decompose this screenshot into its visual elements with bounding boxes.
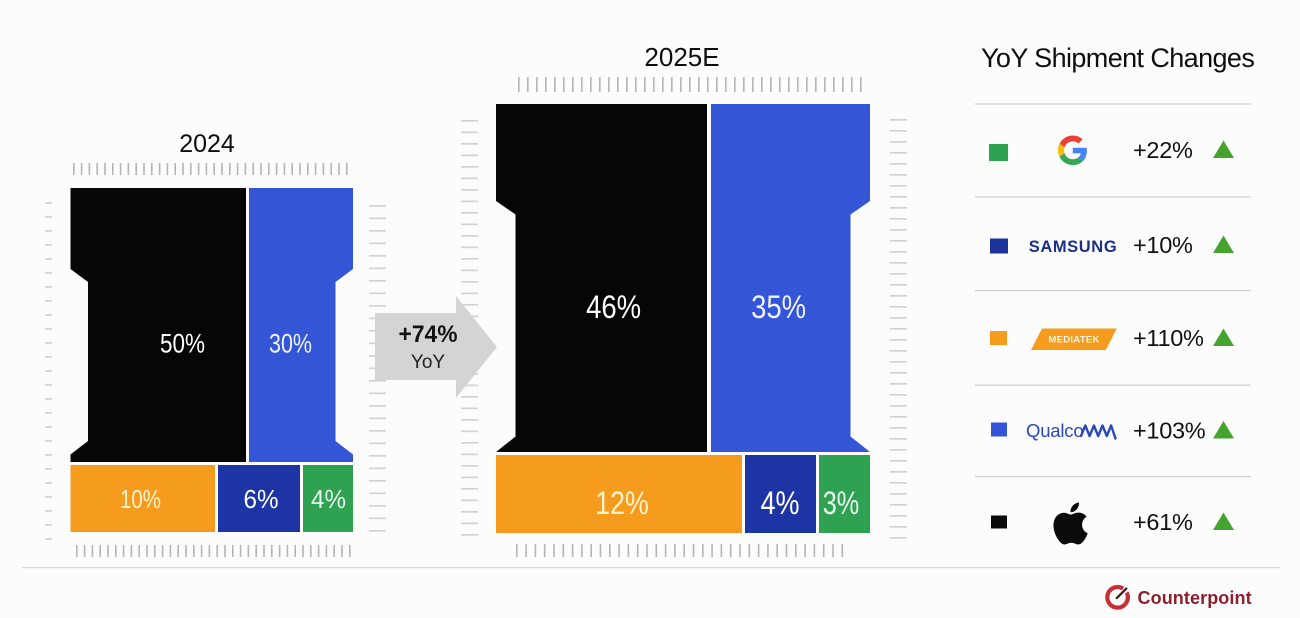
svg-text:12%: 12% (595, 485, 649, 521)
svg-text:10%: 10% (120, 484, 161, 514)
svg-text:4%: 4% (761, 485, 800, 521)
svg-text:MEDIATEK: MEDIATEK (1048, 335, 1099, 346)
svg-text:50%: 50% (160, 329, 205, 359)
svg-text:46%: 46% (586, 289, 641, 325)
svg-text:6%: 6% (244, 484, 279, 514)
svg-text:+22%: +22% (1133, 137, 1193, 163)
svg-text:+61%: +61% (1133, 509, 1193, 535)
svg-text:Qualco: Qualco (1026, 420, 1083, 441)
svg-text:YoY Shipment Changes: YoY Shipment Changes (981, 43, 1254, 73)
svg-text:Counterpoint: Counterpoint (1138, 588, 1252, 608)
svg-text:30%: 30% (269, 329, 312, 359)
svg-text:+103%: +103% (1133, 418, 1206, 444)
svg-text:2025E: 2025E (644, 42, 719, 72)
svg-text:YoY: YoY (411, 352, 445, 373)
svg-text:2024: 2024 (179, 130, 235, 158)
svg-text:3%: 3% (823, 485, 860, 521)
svg-text:35%: 35% (751, 289, 806, 325)
svg-text:+10%: +10% (1133, 232, 1193, 258)
svg-text:SAMSUNG: SAMSUNG (1029, 238, 1118, 256)
svg-text:4%: 4% (311, 484, 346, 514)
svg-text:+110%: +110% (1133, 325, 1204, 351)
svg-text:+74%: +74% (399, 321, 458, 348)
